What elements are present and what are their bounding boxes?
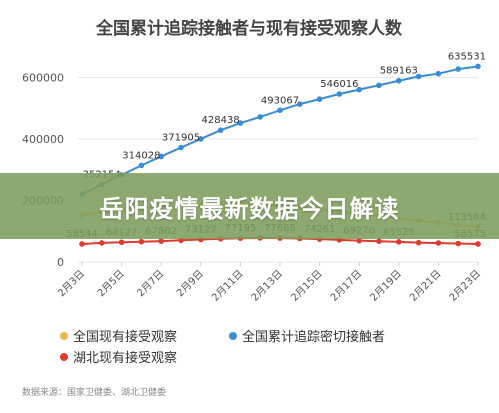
legend-marker (229, 332, 237, 340)
data-point (277, 107, 283, 114)
data-point (415, 239, 422, 246)
data-point (396, 77, 402, 84)
y-tick-label: 400000 (22, 133, 64, 146)
legend-label: 全国现有接受观察 (73, 329, 177, 345)
data-point (415, 73, 422, 80)
data-point (376, 82, 382, 89)
data-point (316, 96, 323, 102)
data-point (455, 66, 462, 72)
data-point (237, 120, 244, 126)
headline-text: 岳阳疫情最新数据今日解读 (99, 194, 400, 223)
legend-item: 湖北现有接受观察 (60, 350, 177, 366)
legend-item: 全国累计追踪密切接触者 (229, 329, 385, 345)
x-tick-label: 2月15日 (289, 268, 325, 304)
data-source-note: 数据来源：国家卫健委、湖北卫健委 (22, 386, 166, 398)
data-point (435, 240, 442, 246)
data-point (217, 127, 224, 133)
x-tick-label: 2月21日 (407, 268, 443, 304)
data-point (356, 237, 363, 244)
legend-marker (60, 353, 68, 361)
data-label: 428438 (202, 115, 240, 126)
data-label: 589163 (380, 66, 418, 77)
data-label: 635531 (448, 51, 486, 62)
headline-banner: 岳阳疫情最新数据今日解读 (0, 173, 499, 239)
data-label: 546016 (320, 79, 358, 90)
data-point (138, 238, 145, 245)
x-tick-label: 2月23日 (447, 268, 483, 304)
data-point (376, 238, 382, 245)
data-point (356, 86, 363, 93)
data-point (455, 240, 462, 247)
data-point (336, 91, 343, 97)
x-tick-label: 2月17日 (328, 268, 364, 304)
legend-marker (60, 332, 68, 340)
data-label: 371905 (162, 133, 200, 144)
chart-title: 全国累计追踪接触者与现有接受观察人数 (95, 18, 403, 39)
y-axis-ticks: 0200000400000600000 (22, 71, 64, 269)
x-tick-label: 2月19日 (368, 268, 404, 304)
legend-label: 全国累计追踪密切接触者 (242, 329, 385, 345)
data-point (198, 136, 204, 142)
data-point (99, 240, 105, 246)
data-label: 493067 (261, 95, 299, 106)
legend-label: 湖北现有接受观察 (73, 350, 177, 366)
x-tick-label: 2月5日 (95, 268, 127, 300)
data-point (138, 162, 145, 169)
data-point (158, 153, 164, 160)
data-point (475, 241, 481, 247)
x-tick-label: 2月3日 (55, 268, 87, 300)
legend-item: 全国现有接受观察 (60, 329, 177, 345)
data-point (118, 239, 125, 246)
data-point (475, 63, 481, 70)
data-point (158, 238, 164, 244)
x-tick-label: 2月11日 (209, 268, 245, 304)
x-tick-label: 2月13日 (249, 268, 285, 304)
data-point (178, 144, 184, 151)
data-point (396, 239, 402, 245)
x-axis-ticks: 2月3日 2月5日 2月7日 2月9日 2月11日 2月13日 2月15日 2月17日 2月19… (55, 262, 483, 304)
data-point (257, 114, 264, 120)
y-tick-label: 0 (57, 256, 64, 269)
y-tick-label: 600000 (22, 71, 64, 84)
data-point (435, 70, 442, 77)
data-point (79, 241, 85, 247)
x-tick-label: 2月7日 (135, 268, 167, 300)
data-point (297, 101, 303, 107)
x-tick-label: 2月9日 (174, 268, 206, 300)
data-label: 314028 (122, 150, 160, 161)
